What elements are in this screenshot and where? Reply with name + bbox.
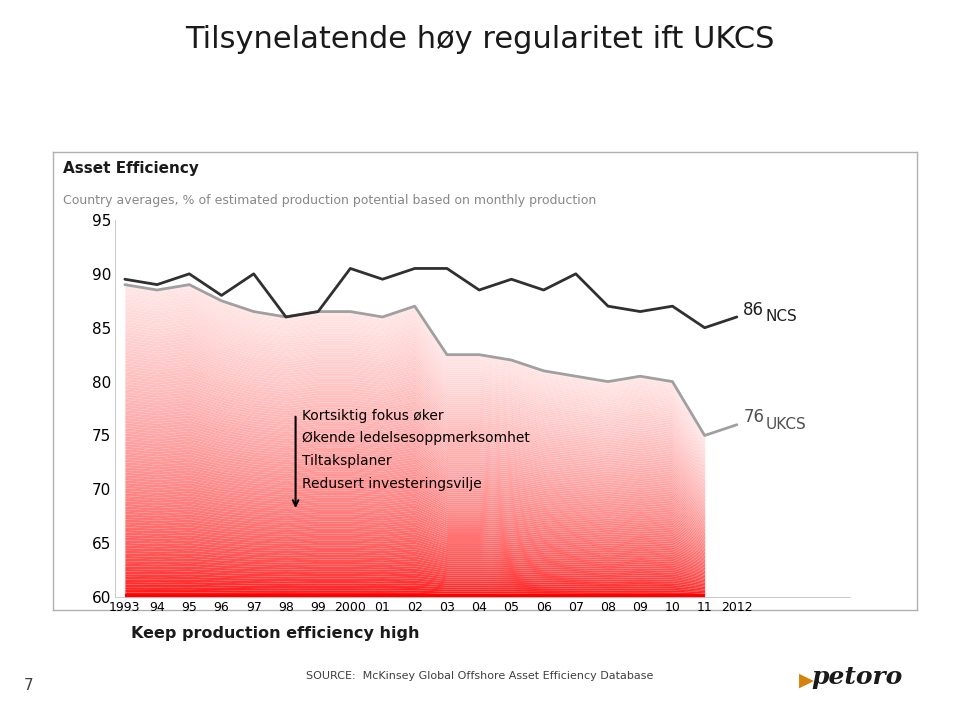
Text: ▶: ▶ xyxy=(799,670,814,689)
Text: Country averages, % of estimated production potential based on monthly productio: Country averages, % of estimated product… xyxy=(63,194,596,207)
Text: Keep production efficiency high: Keep production efficiency high xyxy=(131,626,420,642)
Text: NCS: NCS xyxy=(766,309,798,324)
Text: Kortsiktig fokus øker
Økende ledelsesoppmerksomhet
Tiltaksplaner
Redusert invest: Kortsiktig fokus øker Økende ledelsesopp… xyxy=(302,409,530,491)
Text: 86: 86 xyxy=(743,302,764,319)
Text: Asset Efficiency: Asset Efficiency xyxy=(63,161,199,176)
Text: Tilsynelatende høy regularitet ift UKCS: Tilsynelatende høy regularitet ift UKCS xyxy=(185,25,775,54)
Text: 7: 7 xyxy=(24,678,34,693)
Text: 76: 76 xyxy=(743,408,764,426)
Text: SOURCE:  McKinsey Global Offshore Asset Efficiency Database: SOURCE: McKinsey Global Offshore Asset E… xyxy=(306,671,654,681)
Text: petoro: petoro xyxy=(811,666,902,689)
Text: UKCS: UKCS xyxy=(766,417,806,432)
